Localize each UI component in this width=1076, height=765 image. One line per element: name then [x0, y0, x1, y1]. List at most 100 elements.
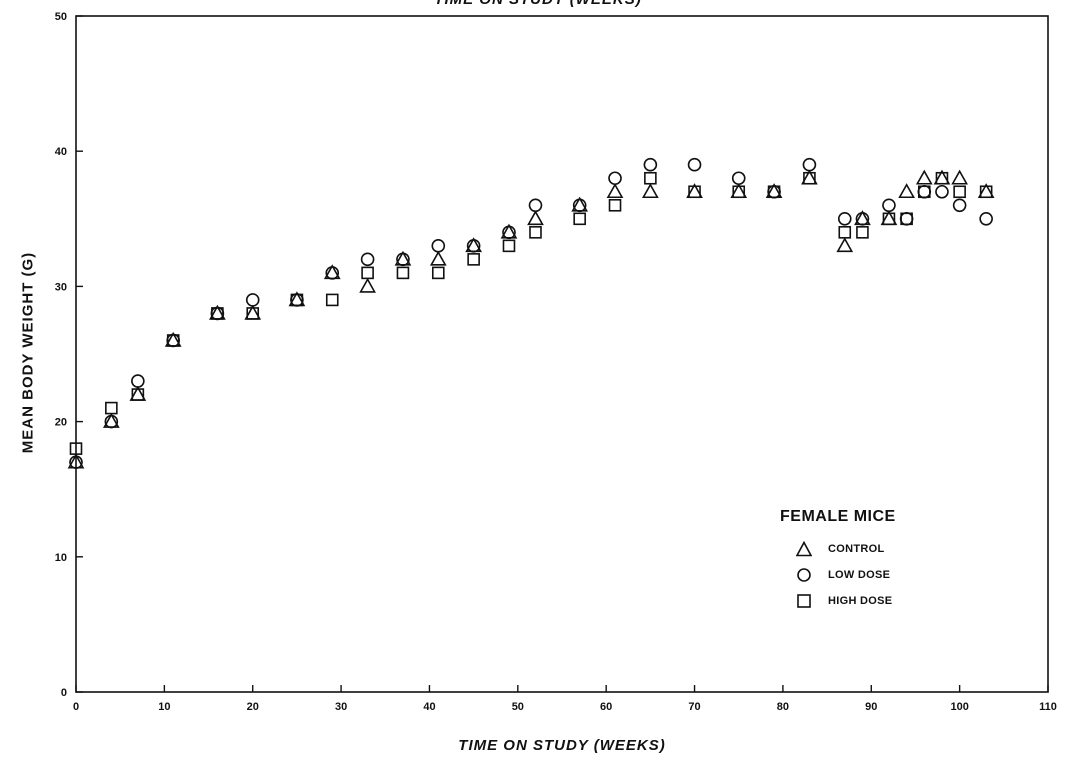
square-point — [573, 212, 586, 226]
x-tick-label: 110 — [1039, 701, 1057, 713]
legend-label-low-dose: LOW DOSE — [828, 569, 891, 581]
square-point — [900, 212, 913, 226]
square-point — [767, 185, 781, 199]
square-point — [856, 226, 869, 239]
data-markers — [67, 157, 995, 469]
square-point — [979, 185, 993, 199]
x-tick-label: 70 — [688, 701, 700, 713]
square-marker-icon — [797, 594, 811, 608]
square-point — [211, 307, 224, 320]
circle-point — [952, 198, 967, 213]
series-high-dose — [69, 171, 993, 455]
legend-item-control: CONTROL — [780, 536, 896, 562]
x-tick-label: 60 — [600, 701, 612, 713]
triangle-point — [898, 183, 915, 199]
x-tick-label: 10 — [158, 701, 170, 713]
square-point — [396, 266, 410, 280]
square-point — [935, 171, 949, 185]
series-low-dose — [69, 157, 993, 469]
circle-point — [935, 184, 949, 199]
square-point — [644, 171, 657, 185]
x-tick-label: 90 — [865, 701, 877, 713]
square-point — [882, 212, 896, 226]
x-tick-label: 80 — [777, 701, 789, 713]
series-control — [67, 169, 995, 469]
circle-point — [104, 414, 119, 429]
legend: FEMALE MICE CONTROL LOW DOSE HIGH DOSE — [780, 508, 896, 614]
circle-point — [731, 171, 746, 186]
circle-point — [882, 198, 896, 213]
triangle-point — [951, 169, 969, 185]
y-tick-label: 0 — [61, 687, 67, 699]
x-tick-label: 0 — [73, 701, 79, 713]
top-clipped-title: TIME ON STUDY (WEEKS) — [0, 0, 1076, 8]
square-point — [361, 266, 374, 280]
triangle-point — [915, 169, 933, 185]
x-tick-label: 50 — [512, 701, 524, 713]
x-tick-label: 20 — [247, 701, 259, 713]
circle-point — [899, 212, 914, 226]
square-point — [467, 253, 480, 266]
circle-point — [502, 225, 516, 240]
legend-item-high-dose: HIGH DOSE — [780, 588, 896, 614]
circle-point — [245, 293, 260, 307]
circle-point — [466, 239, 481, 253]
circle-point — [572, 198, 587, 213]
triangle-point — [359, 277, 376, 293]
circle-point — [608, 171, 622, 186]
square-point — [431, 266, 445, 280]
circle-point — [917, 184, 932, 199]
triangle-marker-icon — [796, 541, 812, 557]
y-tick-label: 20 — [55, 417, 67, 429]
legend-label-control: CONTROL — [828, 543, 885, 555]
y-tick-label: 10 — [55, 552, 67, 564]
x-tick-label: 100 — [950, 701, 968, 713]
legend-title: FEMALE MICE — [780, 508, 896, 525]
x-tick-label: 30 — [335, 701, 347, 713]
circle-point — [802, 157, 817, 172]
circle-point — [131, 374, 145, 388]
circle-point — [325, 266, 340, 280]
y-tick-label: 50 — [55, 11, 67, 23]
square-point — [69, 442, 83, 455]
x-tick-label: 40 — [423, 701, 435, 713]
y-tick-label: 40 — [55, 146, 67, 158]
circle-point — [687, 157, 702, 172]
circle-point — [837, 212, 852, 226]
legend-label-high-dose: HIGH DOSE — [828, 595, 893, 607]
circle-point — [855, 212, 870, 226]
square-point — [732, 185, 746, 199]
triangle-point — [836, 237, 854, 253]
square-point — [838, 226, 852, 239]
triangle-point — [527, 210, 544, 226]
axes: 0 10 20 30 40 50 60 70 80 90 100 110 0 10 20 30 40 50 — [55, 11, 1057, 713]
circle-point — [396, 252, 410, 267]
circle-marker-icon — [797, 568, 811, 582]
square-point — [688, 185, 701, 199]
plot-frame — [75, 15, 1049, 693]
circle-point — [431, 239, 446, 253]
x-axis-title: TIME ON STUDY (WEEKS) — [458, 737, 666, 754]
triangle-point — [641, 183, 659, 199]
square-point — [325, 293, 339, 307]
square-point — [529, 226, 542, 239]
square-point — [917, 185, 931, 199]
circle-point — [643, 157, 658, 172]
square-point — [131, 388, 145, 401]
circle-point — [528, 198, 543, 213]
square-point — [290, 293, 304, 307]
square-point — [608, 198, 622, 212]
circle-point — [979, 212, 993, 226]
triangle-point — [429, 250, 447, 266]
circle-point — [360, 252, 375, 267]
square-point — [803, 171, 816, 185]
triangle-point — [606, 183, 624, 199]
square-point — [105, 401, 118, 415]
y-tick-label: 30 — [55, 281, 67, 293]
square-point — [246, 307, 260, 320]
square-point — [502, 239, 516, 253]
square-point — [166, 334, 180, 347]
circle-point — [69, 455, 83, 469]
legend-item-low-dose: LOW DOSE — [780, 562, 896, 588]
